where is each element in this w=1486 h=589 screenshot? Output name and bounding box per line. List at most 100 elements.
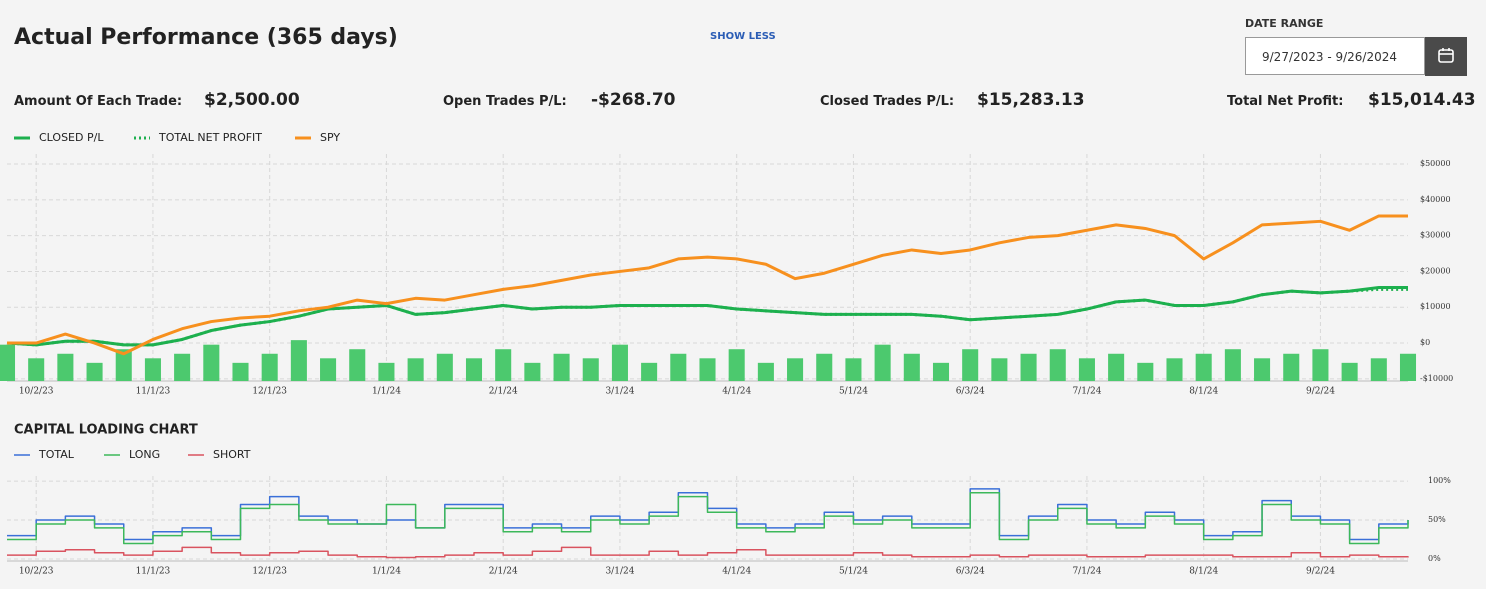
pl-bar (378, 362, 395, 381)
legend-label: LONG (129, 448, 160, 461)
x-tick-label: 5/1/24 (839, 387, 868, 397)
pl-bar (670, 353, 687, 381)
y-tick-label: $50000 (1420, 159, 1451, 168)
page-title: Actual Performance (365 days) (14, 25, 398, 50)
stat-value: $15,014.43 (1368, 90, 1476, 110)
date-range-input[interactable]: 9/27/2023 - 9/26/2024 (1245, 37, 1425, 75)
pl-bar (495, 349, 512, 381)
x-tick-label: 1/1/24 (372, 567, 401, 577)
x-tick-label: 9/2/24 (1306, 387, 1335, 397)
legend-label: CLOSED P/L (39, 131, 104, 144)
pl-bar (57, 353, 74, 381)
pl-bar (641, 362, 658, 381)
pl-bar (1108, 353, 1125, 381)
pl-bar (1137, 362, 1154, 381)
calendar-button[interactable] (1425, 37, 1467, 76)
legend-label: SHORT (213, 448, 251, 461)
x-tick-label: 2/1/24 (489, 567, 518, 577)
x-tick-label: 2/1/24 (489, 387, 518, 397)
pl-bar (465, 358, 483, 381)
y-tick-label: $20000 (1420, 266, 1451, 275)
legend-label: TOTAL NET PROFIT (158, 131, 262, 144)
stat-label: Closed Trades P/L: (820, 94, 955, 109)
y-tick-label: $0 (1420, 338, 1430, 347)
pl-bar (903, 353, 920, 381)
pl-bar (28, 358, 45, 381)
y-tick-label: $10000 (1420, 302, 1451, 311)
pl-bar (232, 362, 249, 381)
x-tick-label: 7/1/24 (1072, 387, 1101, 397)
stat-value: $2,500.00 (204, 90, 300, 110)
pl-bar (115, 349, 132, 381)
stat-label: Amount Of Each Trade: (14, 94, 183, 109)
stat-label: Open Trades P/L: (443, 94, 567, 109)
stat-value: $15,283.13 (977, 90, 1085, 110)
x-tick-label: 5/1/24 (839, 567, 868, 577)
x-tick-label: 4/1/24 (722, 567, 751, 577)
y-tick-label: 100% (1428, 476, 1451, 485)
pl-bar (1370, 358, 1387, 381)
pl-bar (1399, 353, 1417, 381)
y-tick-label: 50% (1428, 515, 1446, 524)
x-tick-label: 10/2/23 (19, 387, 54, 397)
pl-bar (524, 362, 541, 381)
y-tick-label: 0% (1428, 554, 1441, 563)
pl-bar (1341, 362, 1358, 381)
pl-bar (407, 358, 424, 381)
pl-bar (203, 344, 220, 381)
pl-bar (874, 344, 891, 381)
chart-title: CAPITAL LOADING CHART (14, 423, 198, 438)
pl-bar (1049, 349, 1066, 381)
pl-bar (174, 353, 191, 381)
series-line (6, 286, 1408, 347)
pl-bar (349, 349, 366, 381)
pl-bar (1195, 353, 1212, 381)
x-tick-label: 1/1/24 (372, 387, 401, 397)
series-line (6, 287, 1408, 347)
legend-label: SPY (320, 131, 340, 144)
pl-bar (436, 353, 453, 381)
pl-bar (932, 362, 950, 381)
pl-bar (1166, 358, 1183, 381)
x-tick-label: 7/1/24 (1072, 567, 1101, 577)
pl-bar (1254, 358, 1271, 381)
y-tick-label: -$10000 (1420, 374, 1453, 383)
show-less-toggle[interactable]: SHOW LESS (710, 31, 776, 42)
series-line (7, 492, 1409, 545)
calendar-icon (1438, 48, 1454, 63)
pl-bar (962, 349, 979, 381)
y-tick-label: $40000 (1420, 195, 1451, 204)
pl-bar (1224, 349, 1241, 381)
pl-bar (144, 358, 161, 381)
pl-bar (611, 344, 628, 381)
pl-bar (1312, 349, 1329, 381)
stat-value: -$268.70 (591, 90, 676, 110)
pl-bar (582, 358, 599, 381)
pl-bar (787, 358, 804, 381)
x-tick-label: 3/1/24 (605, 567, 634, 577)
x-tick-label: 8/1/24 (1189, 567, 1218, 577)
x-tick-label: 9/2/24 (1306, 567, 1335, 577)
x-tick-label: 12/1/23 (252, 387, 287, 397)
pl-bar (1020, 353, 1037, 381)
x-tick-label: 3/1/24 (605, 387, 634, 397)
pl-bar (845, 358, 862, 381)
x-tick-label: 12/1/23 (252, 567, 287, 577)
pl-bar (320, 358, 337, 381)
pl-bar (728, 349, 745, 381)
pl-bar (0, 344, 16, 381)
series-line (7, 546, 1409, 559)
pl-bar (261, 353, 278, 381)
x-tick-label: 6/3/24 (956, 387, 985, 397)
x-tick-label: 11/1/23 (136, 567, 171, 577)
pl-bar (553, 353, 570, 381)
stat-label: Total Net Profit: (1227, 94, 1344, 109)
series-line (7, 214, 1408, 356)
x-tick-label: 10/2/23 (19, 567, 54, 577)
x-tick-label: 6/3/24 (956, 567, 985, 577)
pl-bar (757, 362, 774, 381)
x-tick-label: 11/1/23 (136, 387, 171, 397)
x-tick-label: 4/1/24 (722, 387, 751, 397)
